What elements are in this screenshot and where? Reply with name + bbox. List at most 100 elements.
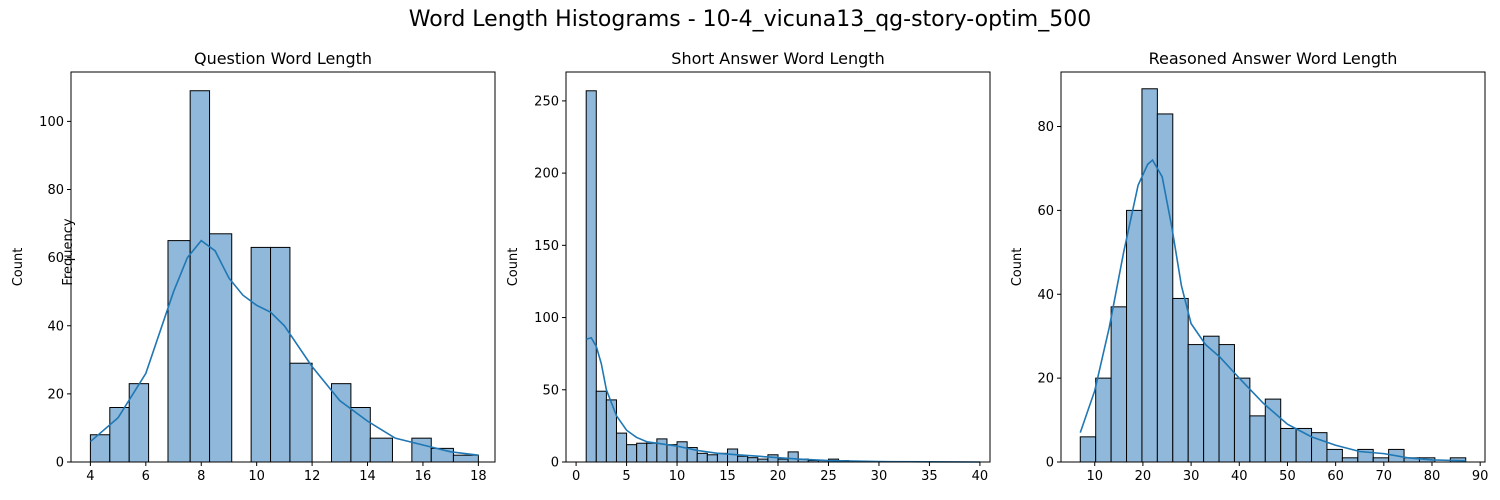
histogram-bar xyxy=(706,454,718,463)
y-tick-label: 150 xyxy=(534,239,559,254)
overlay-frequency-label: Frequency xyxy=(61,218,76,285)
chart-2: 0 5 10 15 20 25 30 35 40 0 50 100 150 200 250 Short Ans… xyxy=(506,49,991,484)
x-tick-label: 80 xyxy=(1424,469,1441,484)
x-tick-label: 30 xyxy=(1183,469,1200,484)
x-tick-label: 5 xyxy=(622,469,630,484)
histogram-bar xyxy=(250,246,272,463)
figure-title: Word Length Histograms - 10-4_vicuna13_q… xyxy=(409,7,1091,32)
axes-frame xyxy=(565,71,991,463)
x-tick-label: 20 xyxy=(770,469,787,484)
histogram-bar xyxy=(737,455,749,463)
histogram-bar xyxy=(209,233,233,463)
y-axis-label: Count xyxy=(1010,248,1025,287)
x-tick-label: 60 xyxy=(1327,469,1344,484)
histogram-bar xyxy=(189,90,211,463)
y-tick-label: 0 xyxy=(551,456,559,471)
y-tick-label: 0 xyxy=(56,456,64,471)
histogram-bar xyxy=(767,454,779,463)
x-tick-label: 30 xyxy=(871,469,888,484)
axes-frame xyxy=(70,71,496,463)
x-tick-label: 20 xyxy=(1135,469,1152,484)
y-tick-label: 200 xyxy=(534,167,559,182)
chart-title: Short Answer Word Length xyxy=(671,49,884,68)
y-tick-label: 40 xyxy=(47,319,64,334)
x-tick-label: 35 xyxy=(921,469,938,484)
histogram-bar xyxy=(626,444,638,463)
histogram-bar xyxy=(1079,436,1097,463)
y-tick-label: 20 xyxy=(1037,372,1054,387)
y-tick-label: 60 xyxy=(1037,204,1054,219)
x-tick-label: 25 xyxy=(820,469,837,484)
x-tick-label: 10 xyxy=(248,469,265,484)
histogram-bar xyxy=(369,437,393,463)
x-tick-label: 18 xyxy=(470,469,487,484)
kde-line xyxy=(89,239,479,456)
y-tick-label: 80 xyxy=(47,183,64,198)
histogram-bar xyxy=(666,444,678,463)
chart-title: Reasoned Answer Word Length xyxy=(1149,49,1398,68)
histogram-bar xyxy=(1264,398,1282,463)
x-tick-label: 90 xyxy=(1472,469,1489,484)
histogram-bar xyxy=(676,441,688,463)
y-tick-label: 80 xyxy=(1037,120,1054,135)
chart-3: 10 20 30 40 50 60 70 80 90 0 20 40 60 80 Reasoned Answ… xyxy=(1010,49,1488,484)
x-tick-label: 6 xyxy=(142,469,150,484)
y-tick-label: 100 xyxy=(39,115,64,130)
histogram-bar xyxy=(1249,415,1266,463)
histogram-bar xyxy=(1341,457,1359,463)
x-tick-label: 8 xyxy=(197,469,205,484)
y-tick-label: 0 xyxy=(1046,456,1054,471)
histogram-bar xyxy=(636,442,648,463)
x-tick-label: 70 xyxy=(1376,469,1393,484)
kde-line xyxy=(1079,158,1466,462)
y-tick-label: 40 xyxy=(1037,288,1054,303)
histogram-bar xyxy=(1172,297,1189,463)
x-tick-label: 14 xyxy=(359,469,376,484)
y-tick-label: 60 xyxy=(47,251,64,266)
histogram-bar xyxy=(1280,427,1297,463)
x-tick-label: 10 xyxy=(1086,469,1103,484)
x-tick-label: 40 xyxy=(1231,469,1248,484)
y-axis-label: Count xyxy=(11,248,26,287)
histogram-bar xyxy=(411,437,432,463)
x-tick-label: 12 xyxy=(304,469,321,484)
histogram-bar xyxy=(605,399,617,463)
histogram-bar xyxy=(1095,377,1112,463)
histogram-bar xyxy=(1218,344,1235,463)
histogram-bar xyxy=(1156,113,1174,463)
histogram-bar xyxy=(270,246,291,463)
histogram-bar xyxy=(452,454,479,463)
histogram-bar xyxy=(289,362,313,463)
x-tick-label: 10 xyxy=(669,469,686,484)
histogram-bar xyxy=(656,438,668,463)
chart-title: Question Word Length xyxy=(194,49,372,68)
x-tick-label: 16 xyxy=(415,469,432,484)
histogram-bar xyxy=(1326,448,1343,463)
histogram-bar xyxy=(585,90,597,463)
histogram-bar xyxy=(595,390,607,463)
x-tick-label: 15 xyxy=(719,469,736,484)
histogram-bar xyxy=(1372,457,1390,463)
histogram-bar xyxy=(787,451,799,463)
histogram-bar xyxy=(1110,306,1128,463)
chart-1: 4 6 8 10 12 14 16 18 0 20 40 60 80 100 Question Word L… xyxy=(11,49,496,484)
histogram-bar xyxy=(646,442,658,463)
axes-frame xyxy=(1060,71,1486,463)
y-tick-label: 50 xyxy=(542,383,559,398)
histogram-bar xyxy=(727,448,739,463)
histogram-bar xyxy=(747,457,759,463)
y-axis-label: Count xyxy=(506,248,521,287)
histogram-bar xyxy=(1233,377,1251,463)
histogram-bar xyxy=(1141,88,1158,463)
x-tick-label: 0 xyxy=(572,469,580,484)
x-tick-label: 4 xyxy=(86,469,94,484)
y-tick-label: 100 xyxy=(534,311,559,326)
kde-line xyxy=(585,336,980,463)
y-tick-label: 20 xyxy=(47,387,64,402)
x-tick-label: 40 xyxy=(972,469,989,484)
histogram-bar xyxy=(1187,344,1205,463)
histogram-bar xyxy=(696,452,708,463)
histogram-bar xyxy=(615,432,628,463)
